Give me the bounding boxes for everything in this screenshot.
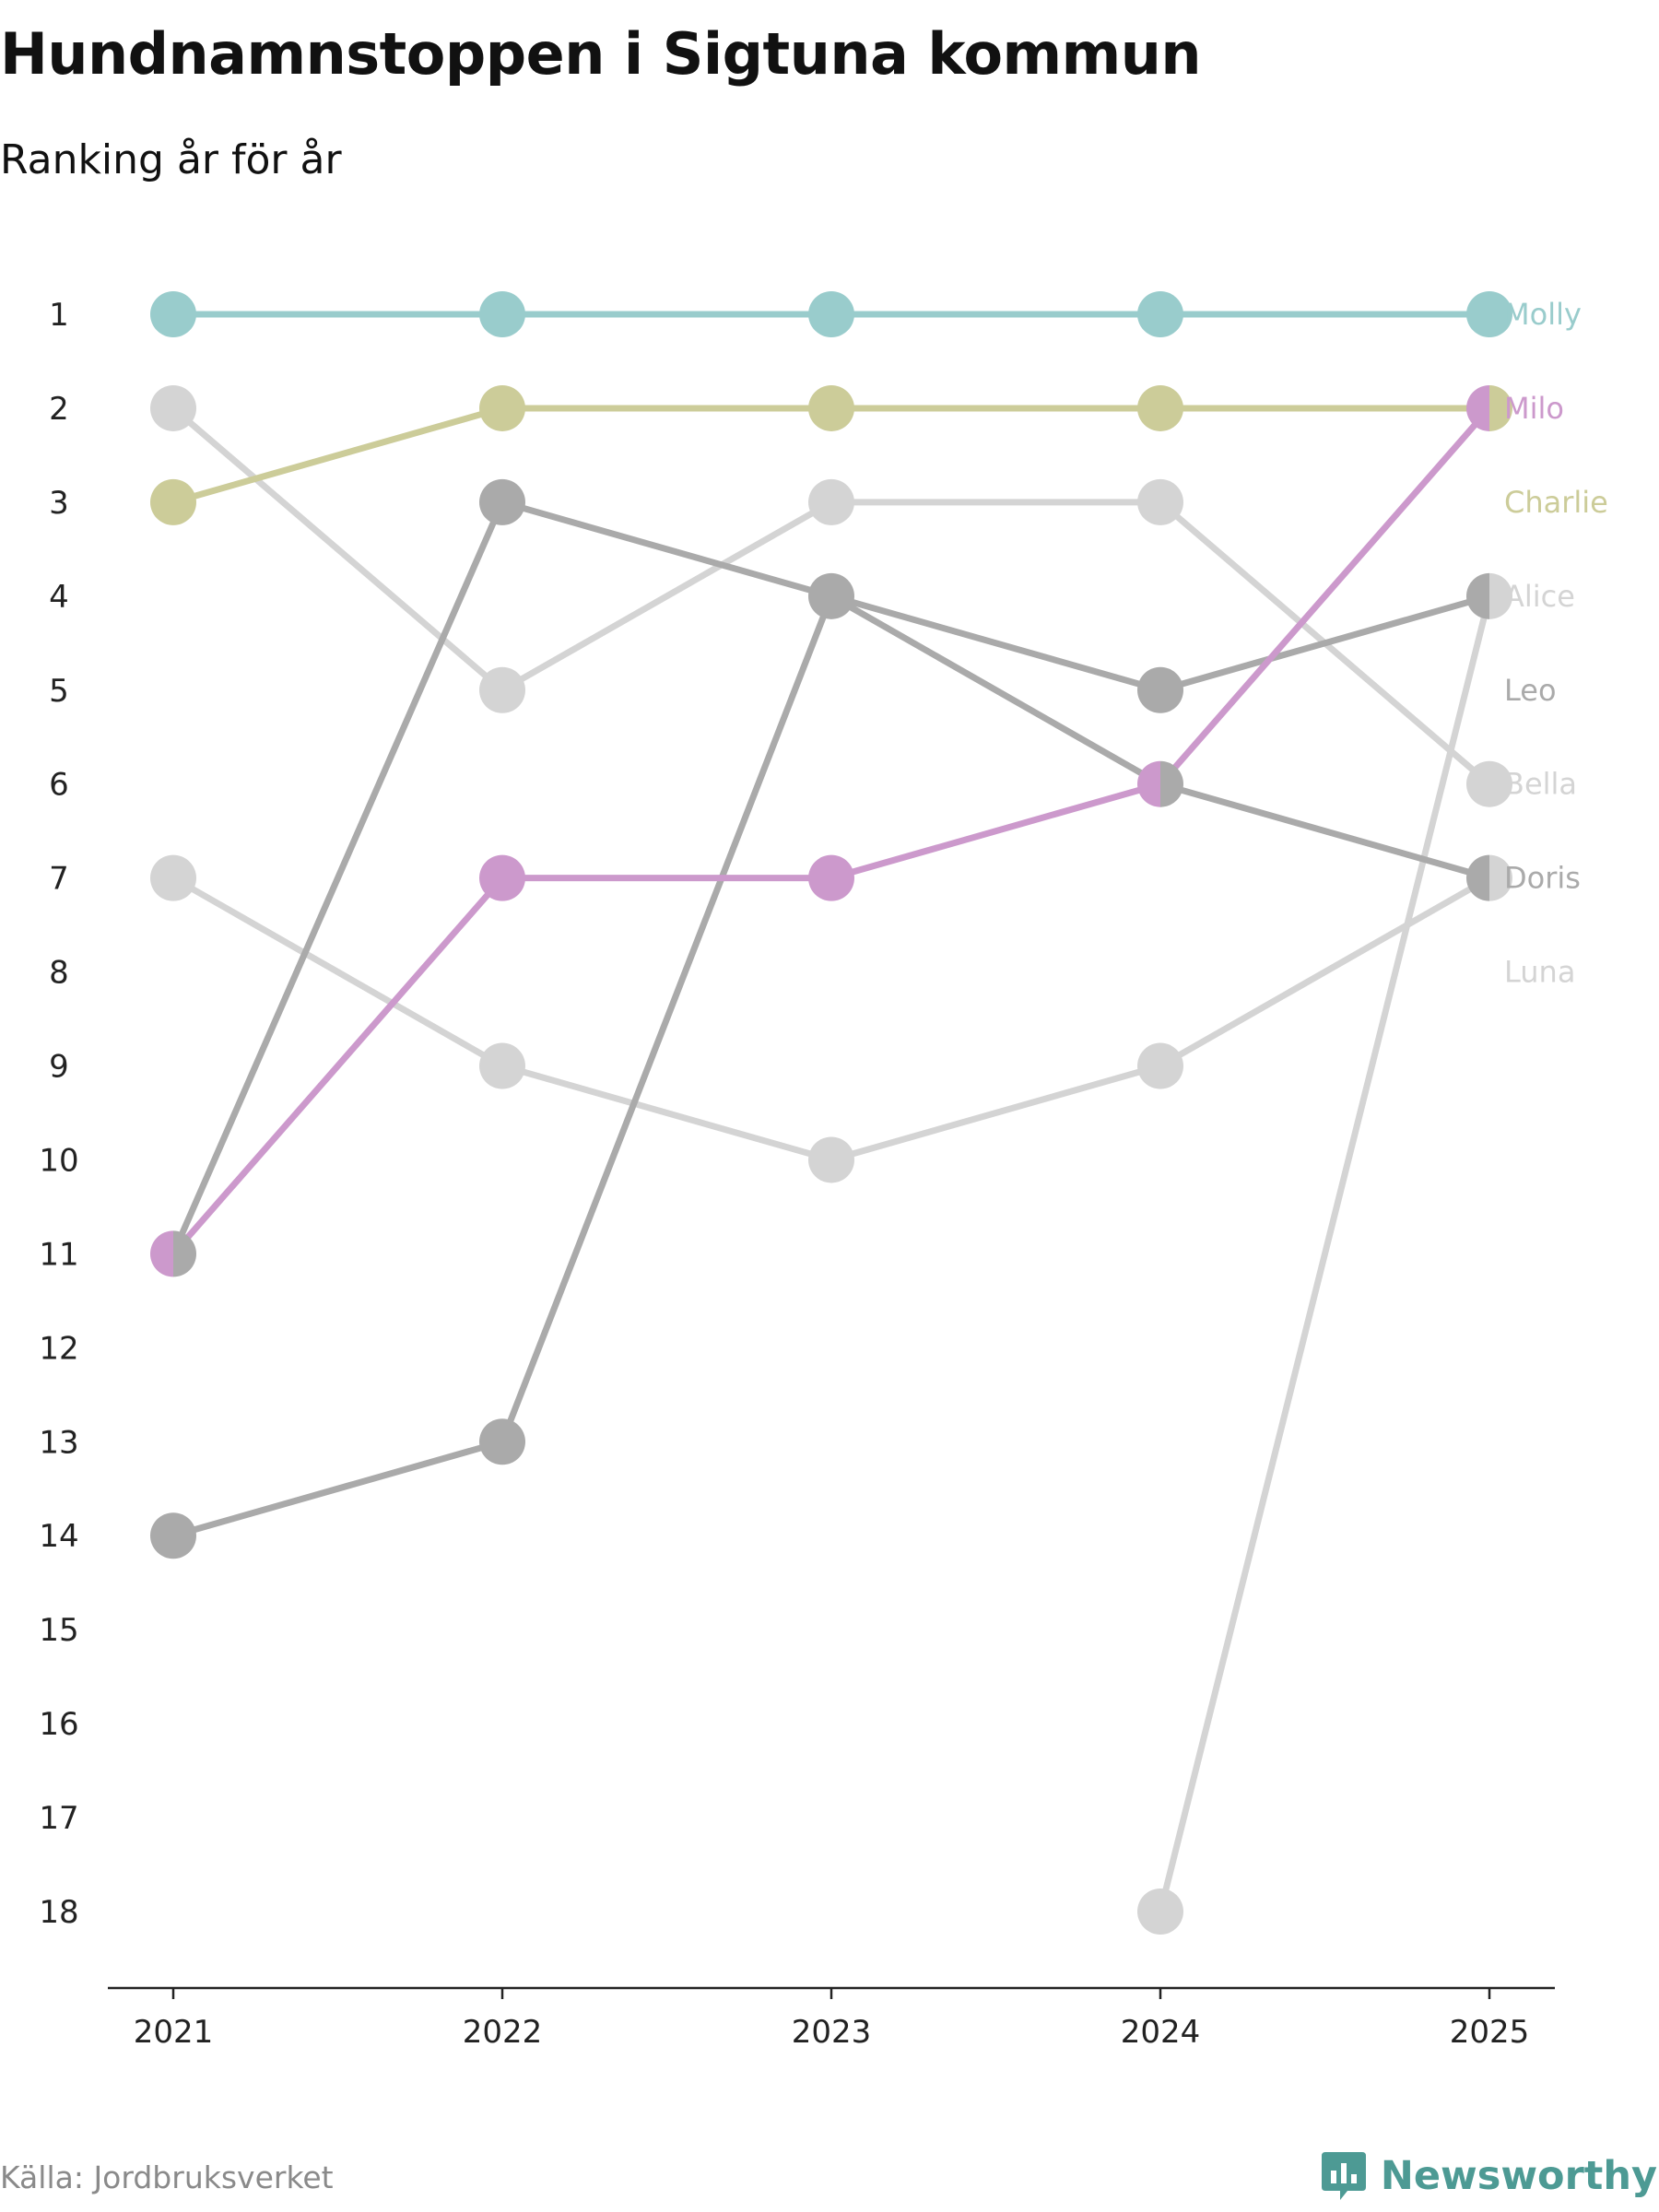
point-leo <box>1466 572 1489 619</box>
point-luna <box>1137 1042 1183 1089</box>
point-bella <box>1137 478 1183 525</box>
newsworthy-icon <box>1321 2152 1366 2200</box>
point-doris <box>479 1418 525 1465</box>
y-tick-label: 14 <box>39 1518 78 1555</box>
point-milo <box>1137 760 1160 807</box>
series-points <box>150 291 1512 1935</box>
point-molly <box>1466 291 1512 337</box>
point-alice <box>1137 1888 1183 1935</box>
point-charlie <box>1489 384 1512 431</box>
point-alice <box>1489 572 1512 619</box>
point-milo <box>808 854 854 901</box>
newsworthy-logo[interactable]: Newsworthy <box>1320 2150 1657 2202</box>
point-charlie <box>479 384 525 431</box>
point-bella <box>808 478 854 525</box>
point-charlie <box>808 384 854 431</box>
point-doris <box>807 572 831 619</box>
y-tick-label: 7 <box>49 861 69 898</box>
x-tick-label: 2022 <box>463 2014 543 2051</box>
y-tick-label: 8 <box>49 955 69 992</box>
point-bella <box>150 384 196 431</box>
point-leo <box>479 478 525 525</box>
point-doris <box>1160 760 1183 807</box>
y-tick-label: 10 <box>39 1142 78 1179</box>
point-molly <box>479 291 525 337</box>
point-leo <box>1137 666 1183 713</box>
y-tick-label: 3 <box>49 485 69 522</box>
chart-title: Hundnamnstoppen i Sigtuna kommun <box>0 20 1202 88</box>
source-note: Källa: Jordbruksverket <box>0 2159 334 2195</box>
series-line-alice <box>1157 593 1493 1915</box>
point-bella <box>479 666 525 713</box>
point-doris <box>150 1512 196 1559</box>
point-molly <box>1137 291 1183 337</box>
y-tick-label: 18 <box>39 1894 78 1931</box>
y-tick-label: 16 <box>39 1706 78 1743</box>
series-line-milo <box>170 405 1493 1257</box>
point-luna <box>808 1136 854 1183</box>
series-label-milo: Milo <box>1504 391 1564 426</box>
end-labels: Molly Milo Charlie Alice Leo Bella Doris Luna <box>1504 297 1608 990</box>
y-tick-label: 6 <box>49 767 69 804</box>
point-bella <box>1466 760 1512 807</box>
point-milo <box>1466 384 1489 431</box>
series-label-bella: Bella <box>1504 767 1577 802</box>
chart-subtitle: Ranking år för år <box>0 136 342 183</box>
x-tick-label: 2024 <box>1121 2014 1201 2051</box>
y-tick-label: 12 <box>39 1330 78 1367</box>
point-molly <box>808 291 854 337</box>
series-label-luna: Luna <box>1504 955 1575 990</box>
brand-name: Newsworthy <box>1380 2153 1657 2199</box>
x-tick-label: 2023 <box>792 2014 872 2051</box>
point-doris <box>1466 854 1489 901</box>
point-luna <box>479 1042 525 1089</box>
series-label-molly: Molly <box>1504 297 1582 332</box>
y-tick-label: 11 <box>39 1236 78 1273</box>
point-molly <box>150 291 196 337</box>
y-tick-label: 4 <box>49 579 69 616</box>
y-tick-label: 17 <box>39 1800 78 1837</box>
point-luna <box>1489 854 1512 901</box>
series-lines <box>170 311 1493 1915</box>
y-tick-label: 13 <box>39 1424 78 1461</box>
series-label-leo: Leo <box>1504 673 1557 708</box>
series-label-alice: Alice <box>1504 579 1575 614</box>
point-leo <box>173 1230 197 1277</box>
point-leo <box>831 572 854 619</box>
x-tick-label: 2025 <box>1450 2014 1530 2051</box>
point-charlie <box>150 478 196 525</box>
series-line-luna <box>170 875 1493 1163</box>
x-tick-label: 2021 <box>134 2014 214 2051</box>
point-milo <box>150 1230 173 1277</box>
y-tick-label: 1 <box>49 297 69 334</box>
y-tick-label: 9 <box>49 1049 69 1086</box>
point-luna <box>150 854 196 901</box>
series-label-doris: Doris <box>1504 861 1581 896</box>
y-tick-label: 2 <box>49 391 69 428</box>
y-tick-label: 5 <box>49 673 69 710</box>
x-axis: 2021 2022 2023 2024 2025 <box>108 1986 1555 2051</box>
y-tick-label: 15 <box>39 1612 78 1649</box>
point-charlie <box>1137 384 1183 431</box>
point-milo <box>479 854 525 901</box>
series-label-charlie: Charlie <box>1504 485 1608 520</box>
